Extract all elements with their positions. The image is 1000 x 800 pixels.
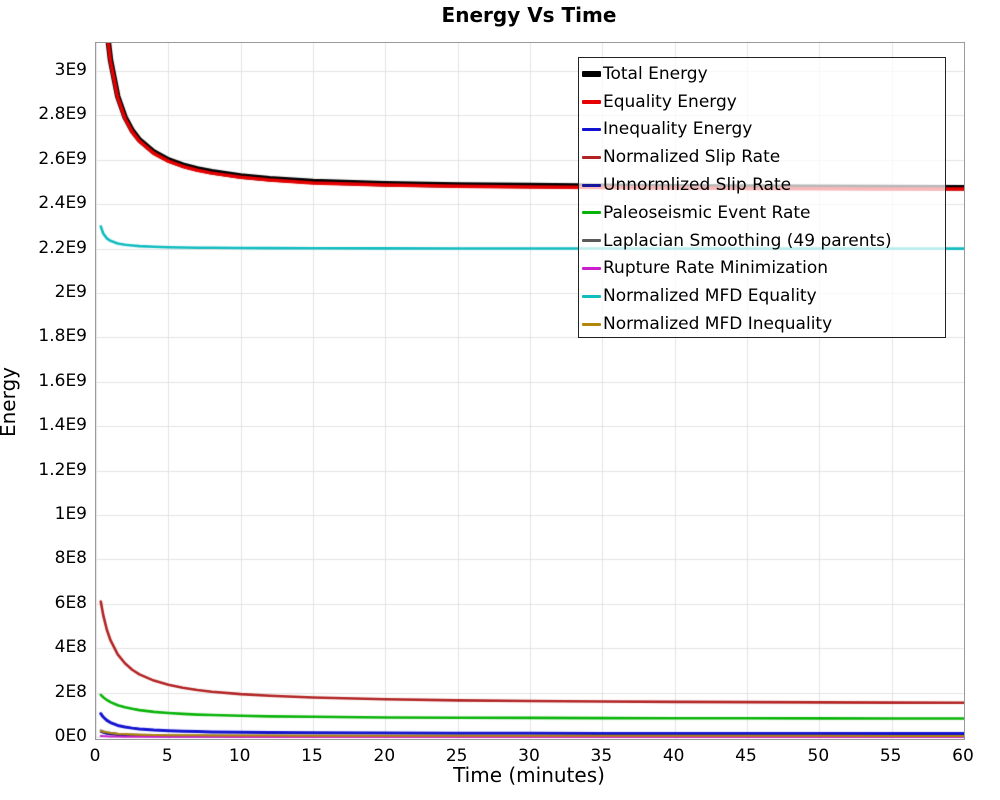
chart-title: Energy Vs Time [441,3,617,27]
y-tick-label: 1.6E9 [38,370,87,391]
legend-item: Rupture Rate Minimization [582,255,945,283]
legend-item-label: Inequality Energy [603,119,753,140]
y-tick-label: 2.4E9 [38,193,87,214]
y-axis-label: Energy [0,366,20,438]
legend-item-label: Laplacian Smoothing (49 parents) [603,230,892,251]
y-tick-label: 1.8E9 [38,326,87,347]
y-tick-label: 2.6E9 [38,148,87,169]
legend-item: Paleoseismic Event Rate [582,199,945,227]
x-tick-label: 15 [301,746,323,766]
legend-box: Total Energy Equality Energy Inequality En… [578,57,946,338]
legend-item-label: Paleoseismic Event Rate [603,202,811,223]
legend-line-swatch [582,322,601,326]
x-tick-label: 25 [445,746,468,766]
legend-item-label: Total Energy [603,63,708,84]
x-tick-label: 10 [228,746,251,766]
x-tick-label: 30 [518,746,540,766]
x-tick-label: 60 [952,746,974,766]
legend-item-label: Normalized MFD Equality [603,286,817,307]
x-tick-label: 5 [161,746,173,766]
legend-item: Normalized Slip Rate [582,143,945,171]
legend-item-label: Rupture Rate Minimization [603,258,828,279]
legend-item: Total Energy [582,60,945,88]
x-tick-label: 55 [879,746,902,766]
legend-item: Unnormlized Slip Rate [582,171,945,199]
legend-item-label: Unnormlized Slip Rate [603,175,792,196]
legend-item-label: Normalized Slip Rate [603,147,781,168]
legend-line-swatch [582,266,601,270]
legend-line-swatch [582,239,601,243]
legend-line-swatch [582,155,601,159]
x-axis-label: Time (minutes) [453,763,605,787]
y-tick-label: 0E0 [54,726,87,746]
legend-item-label: Normalized MFD Inequality [603,314,833,335]
y-tick-label: 2.2E9 [38,237,87,258]
legend-line-swatch [582,127,601,131]
legend-item: Laplacian Smoothing (49 parents) [582,227,945,255]
y-tick-label: 2E8 [54,681,87,702]
legend-line-swatch [582,183,601,187]
y-tick-label: 2E9 [54,282,87,302]
legend-item: Inequality Energy [582,116,945,144]
y-tick-label: 3E9 [54,60,87,80]
legend-line-swatch [582,211,601,215]
y-tick-label: 6E8 [54,592,87,613]
legend-item: Equality Energy [582,88,945,116]
y-tick-label: 4E8 [54,637,87,658]
y-tick-label: 1.4E9 [38,415,87,436]
x-tick-label: 20 [373,746,396,766]
x-tick-label: 45 [735,746,757,766]
legend-item: Normalized MFD Inequality [582,310,945,338]
legend-line-swatch [582,294,601,298]
legend-line-swatch [582,99,601,104]
y-tick-label: 1.2E9 [38,459,87,480]
x-tick-label: 35 [590,746,613,766]
y-tick-label: 2.8E9 [38,104,87,125]
legend-item: Normalized MFD Equality [582,282,945,310]
x-tick-label: 40 [662,746,685,766]
legend-item-label: Equality Energy [603,91,737,112]
legend-line-swatch [582,70,601,77]
x-tick-label: 50 [807,746,830,766]
y-tick-label: 1E9 [54,504,87,524]
y-tick-label: 8E8 [54,548,87,569]
x-tick-label: 0 [89,746,101,766]
